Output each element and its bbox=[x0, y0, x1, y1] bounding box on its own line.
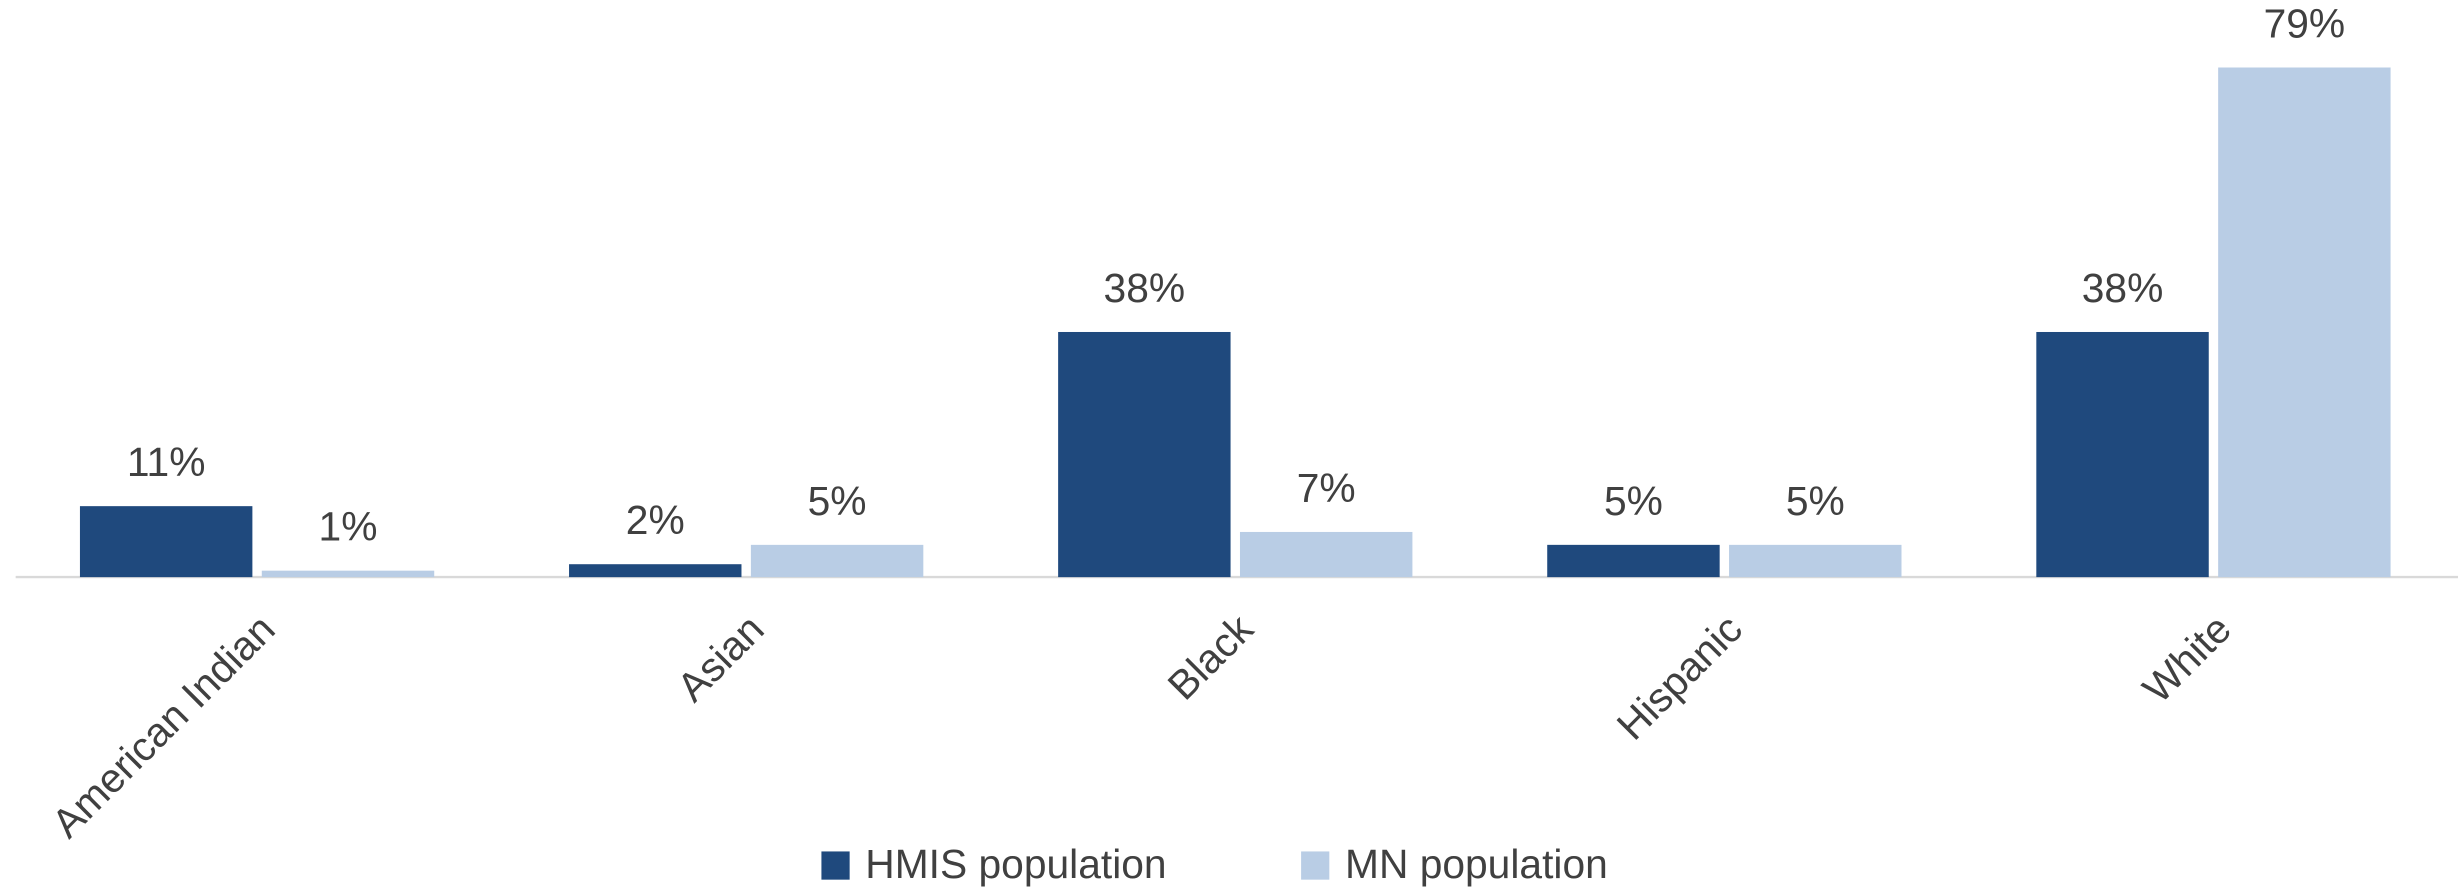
data-label: 5% bbox=[1786, 478, 1845, 524]
bar bbox=[2218, 67, 2391, 578]
x-tick-label: American Indian bbox=[43, 606, 284, 847]
bar bbox=[1547, 544, 1720, 578]
bar bbox=[79, 506, 253, 578]
data-label: 38% bbox=[2082, 265, 2164, 311]
data-label: 7% bbox=[1297, 465, 1356, 511]
data-label: 5% bbox=[1604, 478, 1663, 524]
legend-label: HMIS population bbox=[865, 841, 1166, 887]
bar bbox=[750, 544, 924, 578]
legend-label: MN population bbox=[1345, 841, 1608, 887]
bar bbox=[2036, 331, 2209, 578]
x-tick-label: Asian bbox=[668, 606, 773, 711]
data-label: 11% bbox=[127, 439, 206, 485]
data-label: 79% bbox=[2264, 1, 2346, 47]
legend-swatch bbox=[1301, 851, 1330, 880]
x-tick-label: Hispanic bbox=[1608, 606, 1751, 749]
bar bbox=[1058, 331, 1231, 578]
data-label: 5% bbox=[808, 478, 867, 524]
data-label: 38% bbox=[1104, 265, 1186, 311]
legend-swatch bbox=[821, 851, 850, 880]
bar bbox=[261, 570, 435, 578]
bar bbox=[1729, 544, 1902, 578]
x-tick-label: Black bbox=[1159, 605, 1262, 708]
data-label: 1% bbox=[319, 504, 378, 550]
x-tick-label: White bbox=[2134, 606, 2240, 712]
bar bbox=[569, 564, 742, 578]
data-label: 2% bbox=[626, 497, 685, 543]
bar bbox=[1239, 531, 1413, 578]
